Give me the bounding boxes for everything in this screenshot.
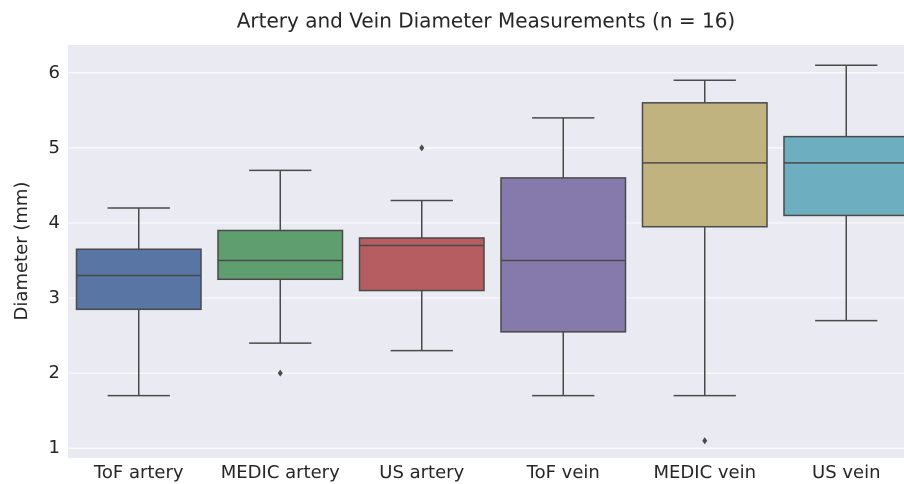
y-tick-label: 1 <box>49 437 60 458</box>
x-tick-label: US artery <box>379 462 464 483</box>
y-axis-label: Diameter (mm) <box>11 182 32 321</box>
box <box>358 237 485 292</box>
y-tick-label: 3 <box>49 287 60 308</box>
y-tick-label: 6 <box>49 62 60 83</box>
box <box>75 248 202 311</box>
y-tick-label: 4 <box>49 212 60 233</box>
x-tick-label: ToF vein <box>526 462 600 483</box>
y-tick-label: 5 <box>49 137 60 158</box>
flier <box>277 369 283 377</box>
box <box>217 229 344 281</box>
x-tick-label: MEDIC vein <box>654 462 757 483</box>
x-tick-label: MEDIC artery <box>221 462 340 483</box>
chart-title: Artery and Vein Diameter Measurements (n… <box>237 9 736 33</box>
flier <box>419 144 425 152</box>
box <box>500 177 627 333</box>
y-tick-label: 2 <box>49 362 60 383</box>
plot-area <box>68 64 904 449</box>
flier <box>702 437 708 445</box>
x-tick-label: US vein <box>812 462 880 483</box>
box <box>641 102 768 228</box>
x-tick-label: ToF artery <box>93 462 184 483</box>
box <box>783 135 904 217</box>
